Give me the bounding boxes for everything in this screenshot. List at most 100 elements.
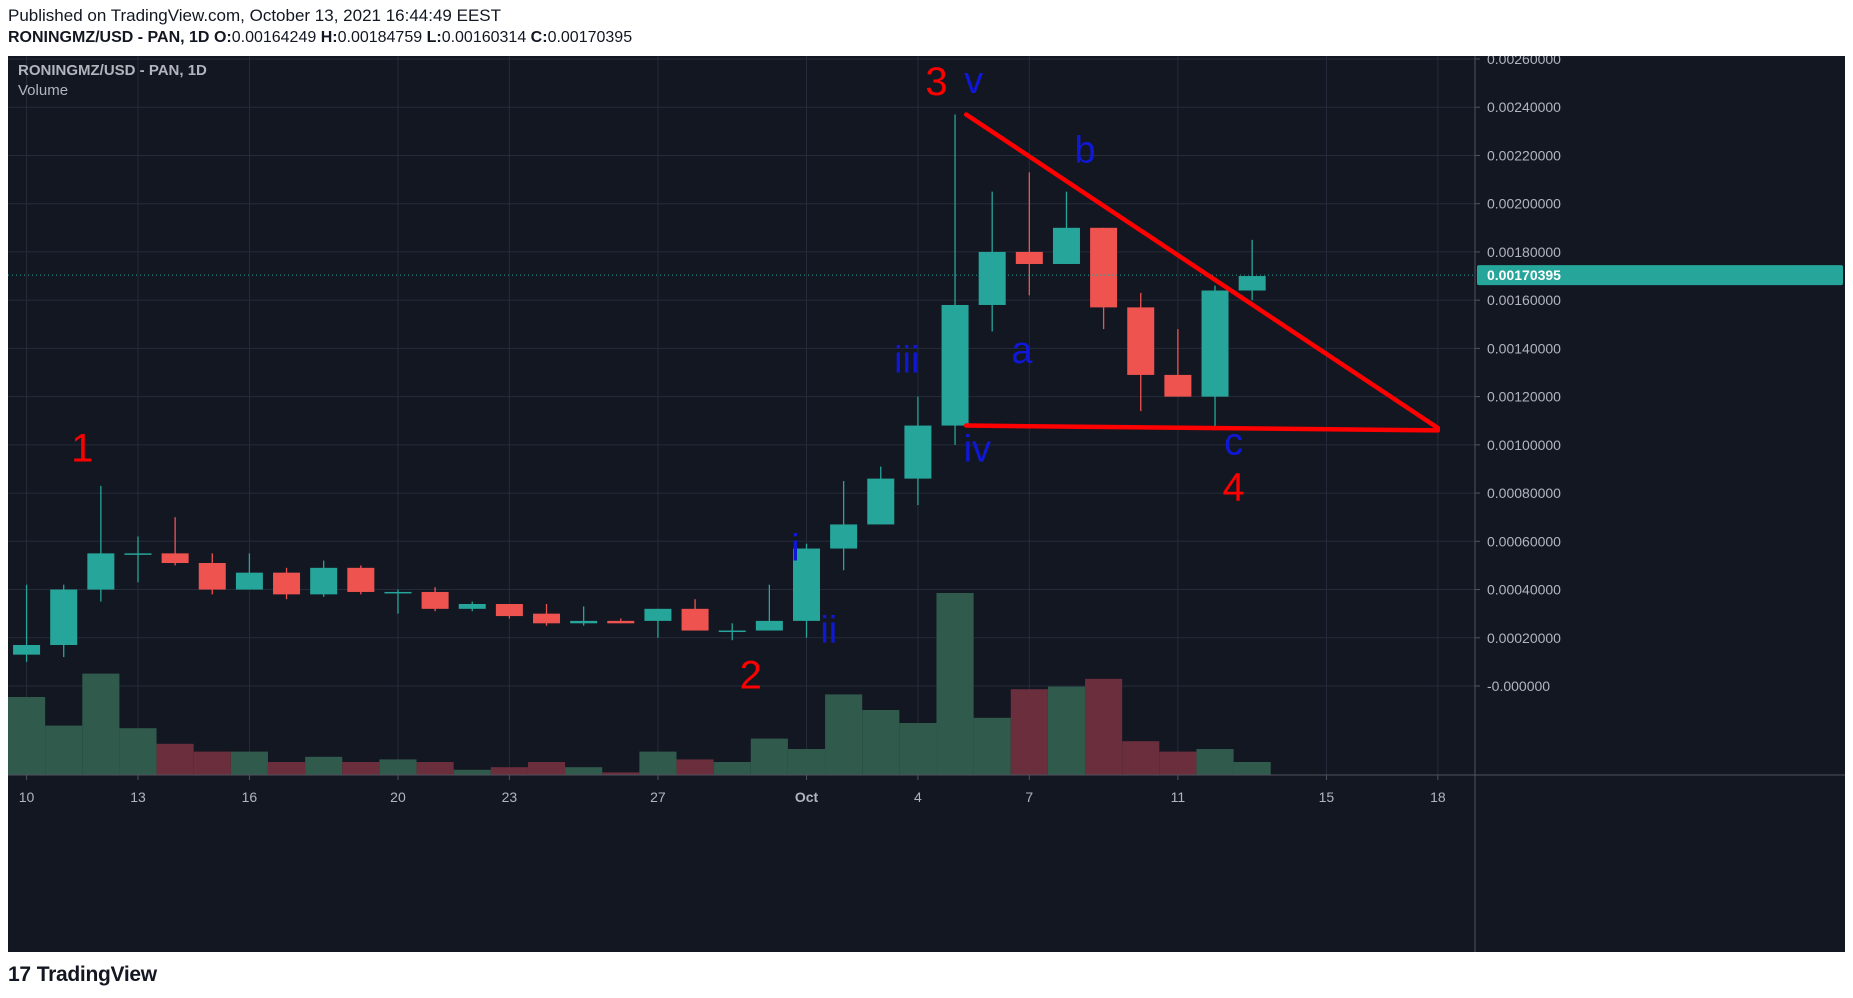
price-tick-label: 0.00080000 — [1487, 485, 1561, 501]
candle-body — [1238, 276, 1266, 291]
volume-bar — [825, 694, 863, 775]
time-tick-label: 23 — [502, 789, 518, 805]
volume-bars — [8, 593, 1271, 775]
candle-body — [978, 251, 1006, 305]
volume-bar — [862, 710, 900, 775]
volume-bar — [1159, 751, 1197, 775]
volume-bar — [119, 728, 157, 775]
candle-body — [458, 604, 486, 609]
candle-body — [161, 553, 189, 564]
trendlines[interactable] — [963, 112, 1441, 433]
price-tick-label: 0.00220000 — [1487, 147, 1561, 163]
volume-bar — [1085, 678, 1123, 775]
candle-body — [384, 591, 412, 594]
candle-body — [235, 572, 263, 590]
candle-body — [681, 608, 709, 631]
candle-body — [1015, 251, 1043, 264]
time-tick-label: 13 — [130, 789, 146, 805]
price-tick-label: 0.00100000 — [1487, 437, 1561, 453]
high-label: H: — [320, 29, 338, 46]
volume-bar — [973, 717, 1011, 775]
low-value: 0.00160314 — [441, 29, 527, 46]
volume-bar — [156, 743, 194, 775]
candle-body — [904, 425, 932, 479]
axes: 0.00260000 0.00240000 0.00220000 0.00200000… — [8, 56, 1845, 952]
volume-bar — [267, 762, 306, 775]
volume-bar — [82, 673, 120, 775]
candle-body — [792, 548, 820, 621]
current-price-badge — [1477, 265, 1843, 286]
volume-bar — [453, 769, 491, 775]
price-tick-label: 0.00160000 — [1487, 292, 1561, 308]
time-tick-label: 18 — [1430, 789, 1446, 805]
published-notice: Published on TradingView.com, October 13… — [8, 6, 501, 25]
candle-body — [533, 613, 561, 624]
time-tick-label: 10 — [19, 789, 35, 805]
price-tick-label: 0.00240000 — [1487, 99, 1561, 115]
price-tick-label: -0.000000 — [1487, 678, 1550, 694]
price-tick-label: 0.00140000 — [1487, 340, 1561, 356]
volume-bar — [45, 725, 83, 775]
candle-body — [87, 553, 115, 590]
volume-bar — [416, 762, 454, 775]
volume-bar — [193, 751, 231, 775]
tradingview-mark-icon: 17 — [8, 963, 31, 986]
open-value: 0.00164249 — [231, 29, 317, 46]
volume-bar — [936, 593, 974, 775]
close-value: 0.00170395 — [547, 29, 633, 46]
upper-trendline — [963, 112, 1441, 431]
candle-body — [607, 620, 635, 624]
volume-bar — [565, 767, 603, 775]
wave-a-label: a — [1011, 330, 1033, 372]
candle-body — [1201, 290, 1229, 397]
volume-bar — [305, 756, 343, 775]
candle-body — [273, 572, 301, 595]
open-label: O: — [213, 29, 232, 46]
candle-body — [124, 553, 152, 555]
candle-body — [1090, 227, 1118, 308]
candle-body — [13, 645, 41, 655]
price-tick-label: 0.00180000 — [1487, 244, 1561, 260]
volume-bar — [1010, 689, 1048, 775]
price-tick-label: 0.00120000 — [1487, 389, 1561, 405]
wave-iii-label: iii — [894, 340, 919, 382]
volume-bar — [787, 749, 826, 775]
volume-bar — [342, 762, 380, 775]
tradingview-brand: TradingView — [36, 963, 157, 986]
wave-b-label: b — [1074, 130, 1095, 172]
time-tick-label: 4 — [914, 789, 922, 805]
price-tick-label: 0.00040000 — [1487, 582, 1561, 598]
candle-body — [755, 620, 783, 631]
volume-bar — [1196, 749, 1234, 775]
lower-trendline — [963, 423, 1441, 433]
wave-iv-label: iv — [964, 429, 991, 471]
volume-bar — [899, 723, 937, 775]
time-tick-label: 7 — [1025, 789, 1033, 805]
volume-bar — [676, 759, 714, 775]
chart-background — [8, 56, 1845, 952]
volume-bar — [1122, 741, 1160, 775]
time-tick-label: 16 — [242, 789, 258, 805]
tradingview-logo[interactable]: 17 TradingView — [8, 963, 157, 987]
wave-v-label: v — [964, 60, 983, 102]
candle-body — [867, 478, 895, 525]
candle-body — [495, 604, 523, 617]
volume-bar — [490, 767, 528, 775]
candle-body — [421, 591, 449, 609]
price-tick-label: 0.00020000 — [1487, 630, 1561, 646]
volume-bar — [1233, 762, 1271, 775]
volume-bar — [602, 772, 640, 775]
volume-bar — [527, 762, 566, 775]
wave-2-label: 2 — [740, 653, 762, 697]
candle-body — [310, 567, 338, 595]
chart-frame[interactable]: 1 2 3 4 i ii iii iv v a b c 0.00260000 0.00240000 0.0… — [8, 56, 1845, 952]
volume-bar — [379, 759, 417, 775]
price-tick-label: 0.00060000 — [1487, 533, 1561, 549]
candle-body — [50, 589, 78, 646]
low-label: L: — [426, 29, 442, 46]
candle-body — [830, 524, 858, 549]
wave-4-label: 4 — [1222, 465, 1244, 509]
wave-3-label: 3 — [925, 60, 947, 104]
